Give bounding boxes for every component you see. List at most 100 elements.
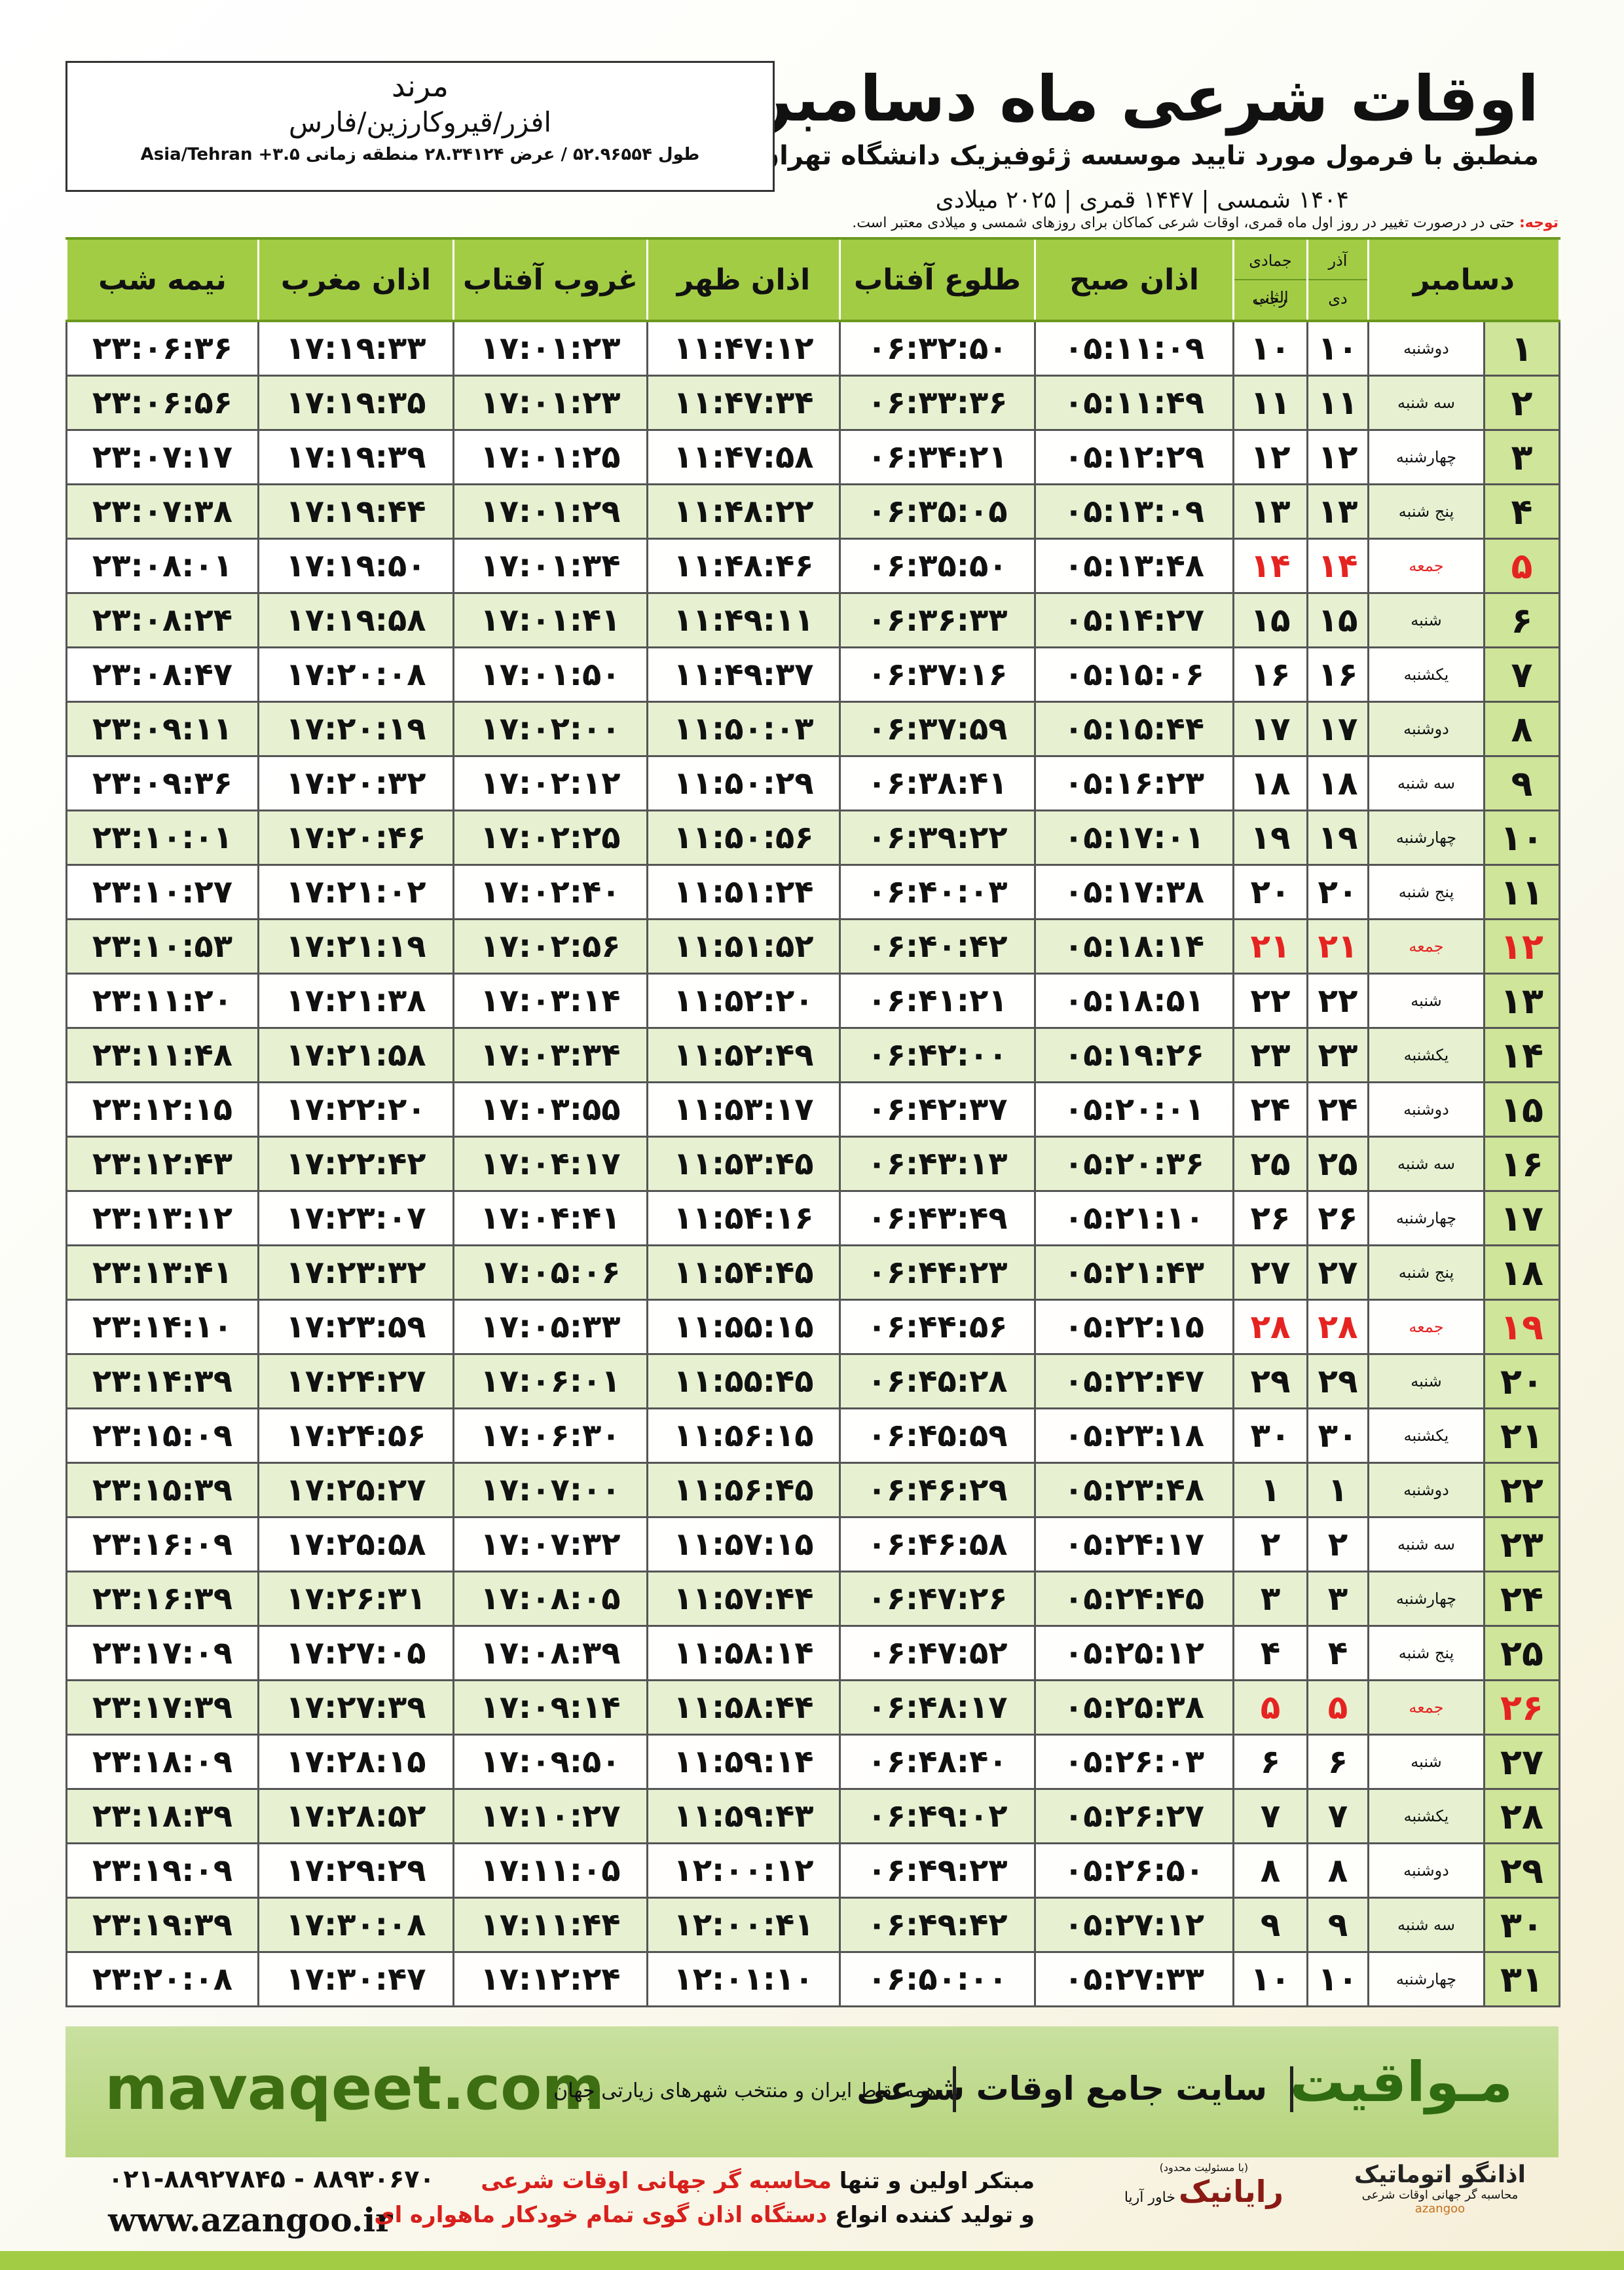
column-header: دسامبر (1367, 237, 1561, 322)
time-cell: ۰۶:۳۸:۴۱ (839, 755, 1036, 811)
time-cell: ۱۷:۰۴:۱۷ (452, 1136, 648, 1192)
time-cell: ۱۷:۰۱:۲۵ (452, 429, 648, 485)
day-number: ۱۴ (1483, 1027, 1561, 1083)
site-url[interactable]: mavaqeet.com (105, 2053, 605, 2123)
table-row: ۱۷ چهارشنبه ۲۶ ۲۶ ۰۵:۲۱:۱۰ ۰۶:۴۳:۴۹ ۱۱:۵۴:۱۶ ۱۷… (65, 1190, 1561, 1246)
web-url[interactable]: www.azangoo.ir (108, 2201, 393, 2239)
header-bottom: دی (1308, 279, 1367, 317)
table-row: ۸ دوشنبه ۱۷ ۱۷ ۰۵:۱۵:۴۴ ۰۶:۳۷:۵۹ ۱۱:۵۰:۰۳ ۱۷:۰۲… (65, 701, 1561, 757)
contact-line: و تولید کننده انواع دستگاه اذان گوی تمام… (374, 2202, 1035, 2228)
time-cell: ۱۷:۲۴:۵۶ (257, 1407, 454, 1464)
weekday: جمعه (1367, 538, 1486, 594)
time-cell: ۱۱:۵۳:۴۵ (646, 1136, 841, 1192)
time-cell: ۰۵:۲۰:۰۱ (1034, 1081, 1234, 1138)
brand: مـواقیت (1289, 2050, 1513, 2114)
table-row: ۲۴ چهارشنبه ۳ ۳ ۰۵:۲۴:۴۵ ۰۶:۴۷:۲۶ ۱۱:۵۷:۴۴ ۱۷:۰… (65, 1571, 1561, 1627)
time-cell: ۱۷:۲۵:۵۸ (257, 1516, 454, 1572)
day-number: ۱۹ (1483, 1299, 1561, 1355)
time-cell: ۱۷:۱۹:۳۹ (257, 429, 454, 485)
time-cell: ۱۱:۴۷:۵۸ (646, 429, 841, 485)
table-row: ۲۵ پنج شنبه ۴ ۴ ۰۵:۲۵:۱۲ ۰۶:۴۷:۵۲ ۱۱:۵۸:۱۴ ۱۷:۰… (65, 1625, 1561, 1681)
time-cell: ۰۵:۲۵:۱۲ (1034, 1625, 1234, 1681)
time-cell: ۲۳:۰۸:۰۱ (65, 538, 259, 594)
weekday: سه شنبه (1367, 1516, 1486, 1572)
time-cell: ۰۵:۱۷:۰۱ (1034, 809, 1234, 866)
date-cell: ۱ (1232, 1462, 1308, 1518)
time-cell: ۱۷:۰۱:۲۳ (452, 320, 648, 377)
date-cell: ۴ (1306, 1625, 1369, 1681)
day-number: ۳۰ (1483, 1897, 1561, 1953)
date-cell: ۳ (1306, 1571, 1369, 1627)
tagline: همه نقاط ایران و منتخب شهرهای زیارتی جها… (553, 2079, 936, 2102)
time-cell: ۱۲:۰۰:۴۱ (646, 1897, 841, 1953)
time-cell: ۲۳:۱۰:۵۳ (65, 918, 259, 975)
time-cell: ۰۶:۴۳:۱۳ (839, 1136, 1036, 1192)
weekday: شنبه (1367, 1734, 1486, 1790)
date-cell: ۲۷ (1306, 1244, 1369, 1301)
time-cell: ۰۵:۲۳:۱۸ (1034, 1407, 1234, 1464)
time-cell: ۱۷:۲۰:۱۹ (257, 701, 454, 757)
time-cell: ۱۷:۲۸:۵۲ (257, 1788, 454, 1844)
time-cell: ۰۵:۱۵:۴۴ (1034, 701, 1234, 757)
time-cell: ۱۷:۲۸:۱۵ (257, 1734, 454, 1790)
header-row: دسامبر آذر دی جمادی الثانی رجب اذان صبح طلوع آ… (65, 237, 1561, 322)
day-number: ۳۱ (1483, 1951, 1561, 2007)
table-row: ۳۱ چهارشنبه ۱۰ ۱۰ ۰۵:۲۷:۳۳ ۰۶:۵۰:۰۰ ۱۲:۰۱:۱۰ ۱۷… (65, 1951, 1561, 2007)
time-cell: ۱۷:۰۹:۵۰ (452, 1734, 648, 1790)
time-cell: ۱۱:۵۴:۱۶ (646, 1190, 841, 1246)
date-cell: ۳ (1232, 1571, 1308, 1627)
logo-text: محاسبه گر جهانی اوقات شرعی (1361, 2188, 1519, 2202)
day-number: ۱۶ (1483, 1136, 1561, 1192)
coordinates: طول ۵۲.۹۶۵۵۴ / عرض ۲۸.۳۴۱۲۴ منطقه زمانی … (140, 145, 700, 164)
time-cell: ۱۷:۰۵:۰۶ (452, 1244, 648, 1301)
time-cell: ۱۷:۰۸:۰۵ (452, 1571, 648, 1627)
weekday: دوشنبه (1367, 701, 1486, 757)
date-cell: ۲۲ (1306, 973, 1369, 1029)
time-cell: ۲۳:۱۶:۳۹ (65, 1571, 259, 1627)
time-cell: ۱۱:۵۰:۰۳ (646, 701, 841, 757)
times-table: دسامبر آذر دی جمادی الثانی رجب اذان صبح طلوع آ… (65, 237, 1561, 2007)
time-cell: ۰۶:۳۳:۳۶ (839, 375, 1036, 431)
table-row: ۲۶ جمعه ۵ ۵ ۰۵:۲۵:۳۸ ۰۶:۴۸:۱۷ ۱۱:۵۸:۴۴ ۱۷:۰۹:۱۴… (65, 1679, 1561, 1736)
time-cell: ۱۱:۴۹:۱۱ (646, 592, 841, 648)
date-cell: ۲ (1306, 1516, 1369, 1572)
time-cell: ۰۶:۴۶:۵۸ (839, 1516, 1036, 1572)
separator (953, 2066, 956, 2112)
time-cell: ۱۷:۱۹:۴۴ (257, 483, 454, 540)
day-number: ۲۵ (1483, 1625, 1561, 1681)
date-cell: ۱۰ (1232, 320, 1308, 377)
table-row: ۱۶ سه شنبه ۲۵ ۲۵ ۰۵:۲۰:۳۶ ۰۶:۴۳:۱۳ ۱۱:۵۳:۴۵ ۱۷:… (65, 1136, 1561, 1192)
date-cell: ۲۰ (1232, 864, 1308, 920)
time-cell: ۲۳:۱۷:۳۹ (65, 1679, 259, 1736)
weekday: یکشنبه (1367, 646, 1486, 703)
city: مرند (392, 68, 449, 103)
day-number: ۲۹ (1483, 1842, 1561, 1899)
date-cell: ۲۳ (1306, 1027, 1369, 1083)
table-row: ۱۸ پنج شنبه ۲۷ ۲۷ ۰۵:۲۱:۴۳ ۰۶:۴۴:۲۳ ۱۱:۵۴:۴۵ ۱۷… (65, 1244, 1561, 1301)
header-top: آذر (1328, 251, 1348, 270)
table-row: ۱۴ یکشنبه ۲۳ ۲۳ ۰۵:۱۹:۲۶ ۰۶:۴۲:۰۰ ۱۱:۵۲:۴۹ ۱۷:۰… (65, 1027, 1561, 1083)
time-cell: ۱۷:۰۴:۴۱ (452, 1190, 648, 1246)
table-row: ۱۲ جمعه ۲۱ ۲۱ ۰۵:۱۸:۱۴ ۰۶:۴۰:۴۲ ۱۱:۵۱:۵۲ ۱۷:۰۲:… (65, 918, 1561, 975)
date-cell: ۷ (1306, 1788, 1369, 1844)
time-cell: ۲۳:۰۷:۳۸ (65, 483, 259, 540)
table-row: ۱۰ چهارشنبه ۱۹ ۱۹ ۰۵:۱۷:۰۱ ۰۶:۳۹:۲۲ ۱۱:۵۰:۵۶ ۱۷… (65, 809, 1561, 866)
date-cell: ۲۶ (1306, 1190, 1369, 1246)
time-cell: ۰۵:۲۶:۲۷ (1034, 1788, 1234, 1844)
weekday: جمعه (1367, 1679, 1486, 1736)
time-cell: ۲۳:۰۶:۵۶ (65, 375, 259, 431)
time-cell: ۱۷:۲۱:۳۸ (257, 973, 454, 1029)
time-cell: ۰۵:۲۷:۳۳ (1034, 1951, 1234, 2007)
date-cell: ۲۳ (1232, 1027, 1308, 1083)
time-cell: ۰۶:۴۷:۵۲ (839, 1625, 1036, 1681)
time-cell: ۱۱:۵۹:۱۴ (646, 1734, 841, 1790)
column-header: نیمه شب (65, 237, 259, 322)
column-header: آذر دی (1306, 237, 1369, 322)
table-row: ۱۵ دوشنبه ۲۴ ۲۴ ۰۵:۲۰:۰۱ ۰۶:۴۲:۳۷ ۱۱:۵۳:۱۷ ۱۷:۰… (65, 1081, 1561, 1138)
column-header: اذان صبح (1034, 237, 1234, 322)
time-cell: ۲۳:۰۶:۳۶ (65, 320, 259, 377)
day-number: ۴ (1483, 483, 1561, 540)
time-cell: ۲۳:۰۸:۴۷ (65, 646, 259, 703)
date-cell: ۱۷ (1306, 701, 1369, 757)
time-cell: ۰۶:۴۴:۲۳ (839, 1244, 1036, 1301)
